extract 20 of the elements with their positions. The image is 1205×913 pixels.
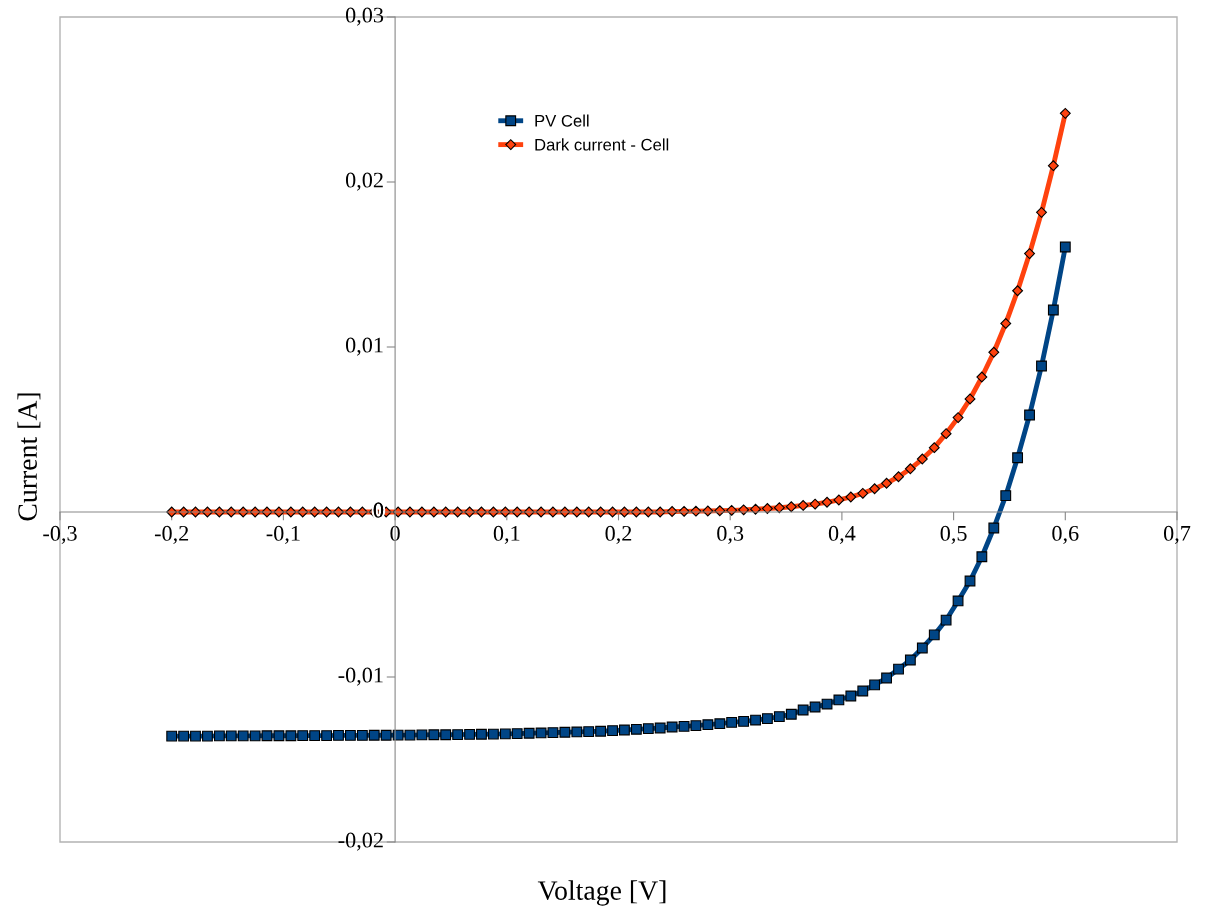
- y-tick-label: 0,02: [345, 172, 383, 191]
- x-tick-label: 0,4: [828, 525, 856, 545]
- x-tick-label: 0: [390, 525, 400, 541]
- x-tick-label: 0,7: [1163, 525, 1191, 545]
- legend-label: PV Cell: [535, 114, 589, 127]
- y-tick-label: 0,01: [345, 337, 383, 356]
- x-tick-label: 0,2: [605, 525, 632, 545]
- y-axis-title: Current [A]: [17, 393, 41, 521]
- y-tick-label: 0,03: [345, 7, 384, 26]
- x-tick-label: -0,2: [154, 525, 189, 545]
- x-axis-title: Voltage [V]: [537, 880, 666, 906]
- x-tick-label: 0,6: [1052, 525, 1079, 545]
- x-tick-label: 0,3: [717, 525, 744, 545]
- y-tick-label: -0,01: [338, 667, 383, 686]
- x-tick-label: -0,3: [43, 525, 77, 545]
- x-tick-label: -0,1: [266, 525, 300, 545]
- y-tick-label: -0,02: [338, 832, 383, 851]
- x-tick-label: 0,1: [493, 525, 520, 545]
- legend-label: Dark current - Cell: [535, 138, 669, 151]
- x-tick-label: 0,5: [940, 525, 967, 545]
